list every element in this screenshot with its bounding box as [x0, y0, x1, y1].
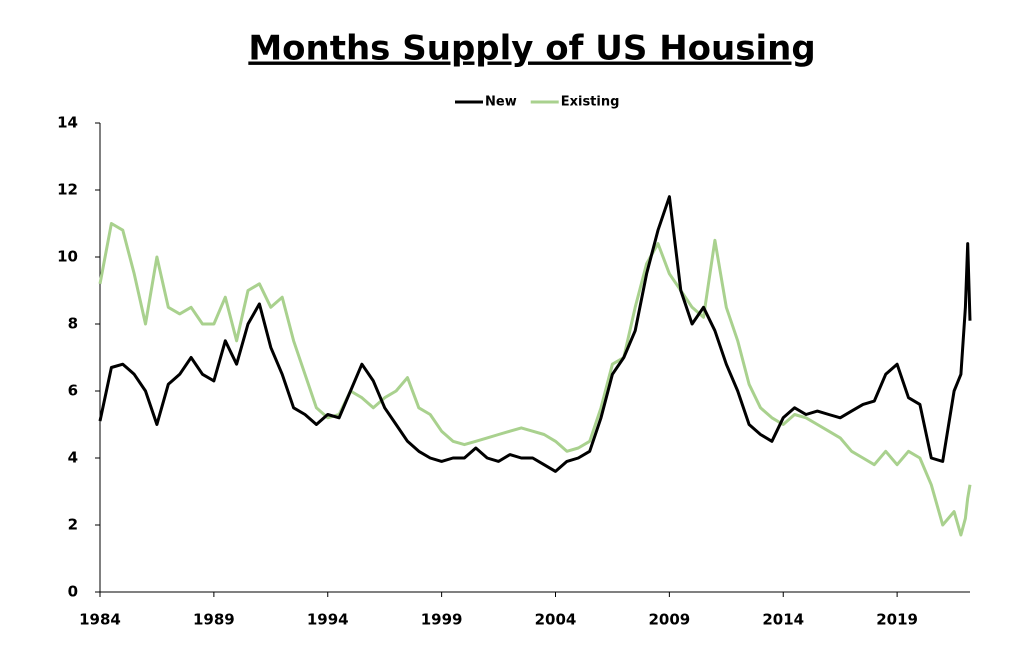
- y-tick-label: 10: [57, 248, 78, 266]
- x-tick-label: 1989: [193, 611, 235, 629]
- y-tick-label: 2: [68, 516, 78, 534]
- y-tick-label: 6: [68, 382, 78, 400]
- y-tick-label: 4: [68, 449, 78, 467]
- x-tick-label: 2014: [762, 611, 804, 629]
- y-tick-label: 0: [68, 583, 78, 601]
- x-tick-label: 1994: [307, 611, 349, 629]
- legend-label: Existing: [561, 95, 620, 110]
- x-tick-label: 1984: [79, 611, 121, 629]
- chart-title: Months Supply of US Housing: [248, 29, 815, 69]
- x-tick-label: 1999: [421, 611, 463, 629]
- x-tick-label: 2019: [876, 611, 918, 629]
- y-tick-label: 8: [68, 315, 78, 333]
- x-tick-label: 2004: [535, 611, 577, 629]
- x-tick-label: 2009: [648, 611, 690, 629]
- y-tick-label: 14: [57, 114, 78, 132]
- legend-label: New: [485, 95, 517, 110]
- line-series: [98, 222, 972, 537]
- line-series: [98, 195, 972, 473]
- y-tick-label: 12: [57, 181, 78, 199]
